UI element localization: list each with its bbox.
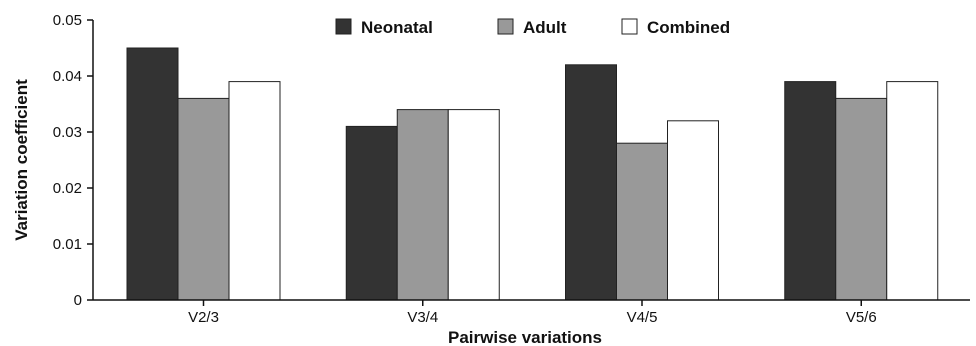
legend-swatch-adult <box>497 18 514 35</box>
y-tick-label: 0.02 <box>53 180 82 197</box>
x-tick-label: V5/6 <box>846 309 877 326</box>
bar-adult-v4-5 <box>616 142 668 301</box>
y-tick-label: 0.04 <box>53 68 82 85</box>
x-tick-label: V2/3 <box>188 309 219 326</box>
bar-neonatal-v5-6 <box>784 81 837 301</box>
x-axis: V2/3 V3/4 V4/5 V5/6 <box>93 299 970 326</box>
legend-label-combined: Combined <box>647 18 730 37</box>
y-tick-label: 0.01 <box>53 236 82 253</box>
bar-combined-v3-4 <box>447 109 500 301</box>
bar-combined-v2-3 <box>228 81 281 301</box>
bar-neonatal-v2-3 <box>126 47 179 301</box>
bar-combined-v4-5 <box>667 120 719 301</box>
y-tick-label: 0 <box>74 292 82 309</box>
y-axis-title: Variation coefficient <box>12 79 31 241</box>
x-tick-label: V3/4 <box>407 309 438 326</box>
bar-adult-v5-6 <box>835 97 888 301</box>
legend: Neonatal Adult Combined <box>335 18 730 37</box>
x-axis-title: Pairwise variations <box>448 328 602 346</box>
legend-swatch-combined <box>621 18 638 35</box>
y-tick-label: 0.05 <box>53 12 82 29</box>
bar-neonatal-v4-5 <box>565 64 617 301</box>
bar-adult-v3-4 <box>396 109 449 301</box>
bar-adult-v2-3 <box>177 97 230 301</box>
legend-label-neonatal: Neonatal <box>361 18 433 37</box>
legend-swatch-neonatal <box>335 18 352 35</box>
bar-neonatal-v3-4 <box>345 125 398 301</box>
y-axis: 0 0.01 0.02 0.03 0.04 0.05 <box>53 12 94 309</box>
bar-combined-v5-6 <box>886 81 939 301</box>
legend-label-adult: Adult <box>523 18 567 37</box>
y-tick-label: 0.03 <box>53 124 82 141</box>
bars-group <box>126 47 939 301</box>
x-tick-label: V4/5 <box>627 309 658 326</box>
